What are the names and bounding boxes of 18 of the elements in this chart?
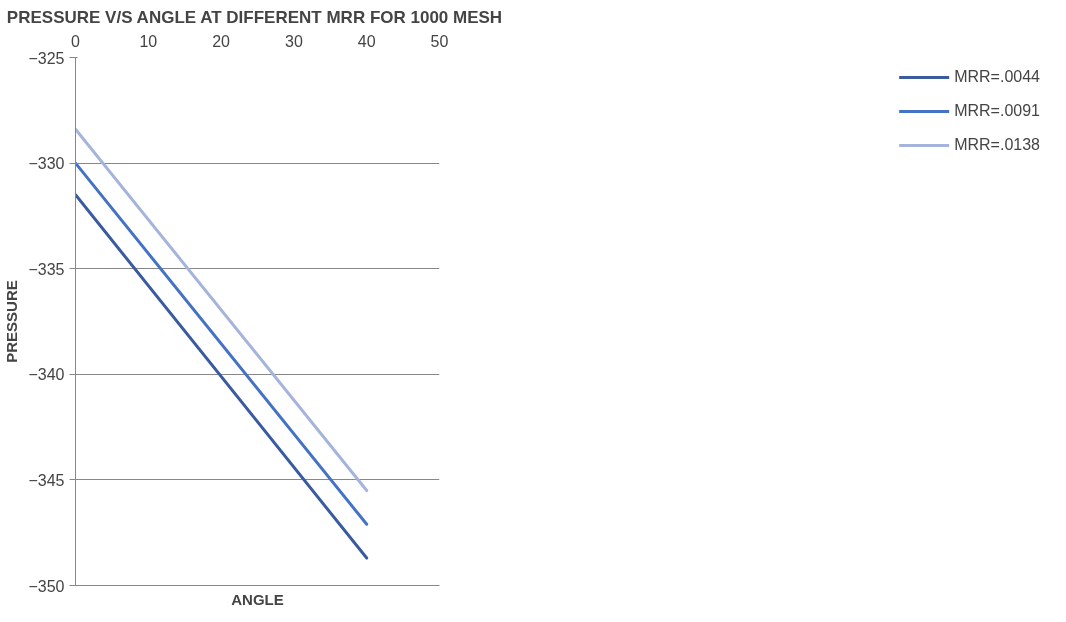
y-tick-label: −345: [28, 471, 65, 489]
x-tick-label: 10: [139, 32, 158, 50]
legend-label: MRR=.0044: [954, 68, 1040, 86]
x-tick-label: 30: [285, 32, 303, 50]
y-tick-label: −340: [28, 366, 65, 384]
legend-label: MRR=.0091: [954, 102, 1040, 120]
y-axis-title: PRESSURE: [3, 280, 21, 363]
y-tick-label: −335: [28, 260, 65, 278]
x-tick-label: 40: [357, 32, 376, 50]
chart-title: PRESSURE V/S ANGLE AT DIFFERENT MRR FOR 1000 MESH: [6, 7, 503, 27]
y-tick-label: −330: [28, 155, 65, 173]
x-tick-label: 20: [212, 32, 231, 50]
x-tick-label: 0: [71, 32, 81, 50]
y-tick-label: −350: [28, 577, 65, 595]
legend-label: MRR=.0138: [954, 136, 1040, 154]
y-tick-label: −325: [28, 49, 65, 67]
x-axis-title: ANGLE: [231, 590, 284, 608]
x-tick-label: 50: [430, 32, 449, 50]
